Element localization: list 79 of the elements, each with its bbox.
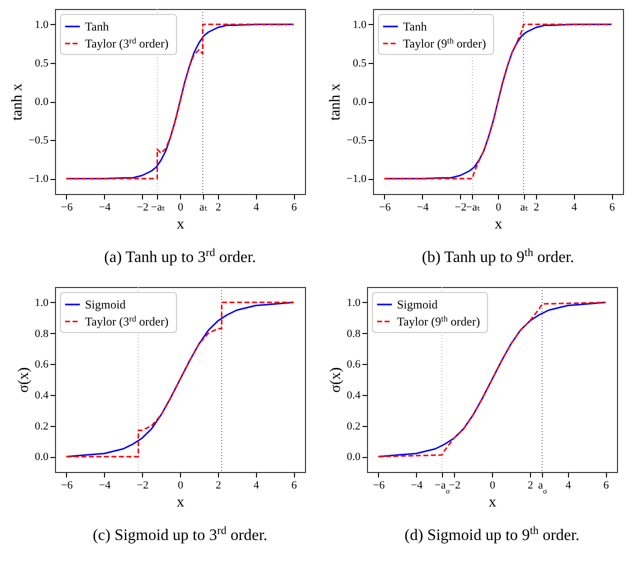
x-tick-label: 0 [178,480,184,492]
x-tick-label: −4 [98,480,112,492]
x-tick-label: 6 [291,202,298,214]
y-tick-label: 0.0 [34,451,49,464]
y-tick-label: 0.0 [352,96,367,108]
y-axis-title: tanh x [10,82,26,121]
y-tick-label: 0.5 [34,57,49,70]
y-tick-label: 1.0 [352,18,367,31]
legend-label: Sigmoid [397,298,438,312]
y-tick-label: 0.2 [34,420,48,432]
x-tick-label: −2 [136,480,148,492]
y-tick-label: −1.0 [346,173,367,186]
x-axis-title: x [488,494,497,510]
x-tick-label: 4 [566,480,572,492]
y-axis-title: tanh x [328,82,344,121]
x-axis-title: x [176,494,185,510]
x-tick-label: 6 [603,480,610,492]
y-tick-label: 0.5 [352,57,367,70]
x-tick-label: 4 [254,202,260,214]
y-tick-label: 0.6 [346,358,361,371]
x-tick-label: −2 [454,202,466,214]
x-tick-label: −4 [98,202,112,214]
legend-label: Taylor (3$^{rd}$ order) [85,36,168,50]
line-series [66,302,294,458]
x-tick-label: −6 [373,480,386,492]
y-tick-label: 0.4 [34,389,49,402]
y-tick-label: 0.8 [34,328,49,340]
line-series [378,302,606,458]
x-tick-label: 2 [534,202,540,214]
legend-label: Taylor (9$^{th}$ order) [403,36,486,50]
y-tick-label: 1.0 [34,18,49,31]
x-tick-label: 2 [216,480,222,492]
y-tick-label: 1.0 [346,296,361,309]
y-tick-label: 0.0 [34,96,49,108]
x-tick-label: −4 [410,480,424,492]
y-tick-label: 0.8 [346,328,361,340]
x-tick-label: aₜ [520,202,528,214]
x-tick-label: −2 [136,202,148,214]
x-axis-title: x [176,216,185,232]
x-tick-label: −2 [448,480,460,492]
y-axis-title: σ(x) [16,367,32,393]
x-axis-title: x [494,216,503,232]
legend-label: Tanh [403,20,427,34]
x-tick-label: 0 [496,202,502,214]
x-tick-label: 4 [254,480,260,492]
x-tick-label: 6 [609,202,616,214]
x-tick-label: 2 [216,202,222,214]
x-tick-label: −aₜ [150,202,165,214]
x-tick-label: −aₜ [466,202,480,214]
legend-label: Taylor (3$^{rd}$ order) [85,314,168,328]
y-tick-label: 0.0 [346,451,361,464]
x-tick-label: 6 [291,480,298,492]
x-tick-label: 0 [178,202,184,214]
y-tick-label: −0.5 [28,134,49,147]
legend-label: Sigmoid [85,298,126,312]
x-tick-label: −6 [61,202,74,214]
y-tick-label: 0.6 [34,358,49,371]
text: (c) Sigmoid up to 3$^{rd}$ order. [92,525,268,544]
y-axis-title: σ(x) [328,367,344,393]
x-tick-label: 4 [572,202,578,214]
text: (d) Sigmoid up to 9$^{th}$ order. [404,525,580,544]
text: (a) Tanh up to 3$^{rd}$ order. [104,247,256,266]
x-tick-label: −6 [61,480,74,492]
x-tick-label: 0 [490,480,496,492]
x-tick-label: a$_{σ}$ [538,480,548,495]
y-tick-label: −0.5 [346,134,367,147]
y-tick-label: 1.0 [34,296,49,309]
y-tick-label: −1.0 [28,173,49,186]
x-tick-label: 2 [528,480,534,492]
text: (b) Tanh up to 9$^{th}$ order. [422,247,574,266]
x-tick-label: −a$_{σ}$ [434,480,451,495]
legend-label: Tanh [85,20,109,34]
y-tick-label: 0.2 [346,420,360,432]
line-series [384,24,612,180]
y-tick-label: 0.4 [346,389,361,402]
x-tick-label: aₜ [199,202,208,214]
x-tick-label: −4 [416,202,430,214]
legend-label: Taylor (9$^{th}$ order) [397,314,480,328]
x-tick-label: −6 [379,202,392,214]
